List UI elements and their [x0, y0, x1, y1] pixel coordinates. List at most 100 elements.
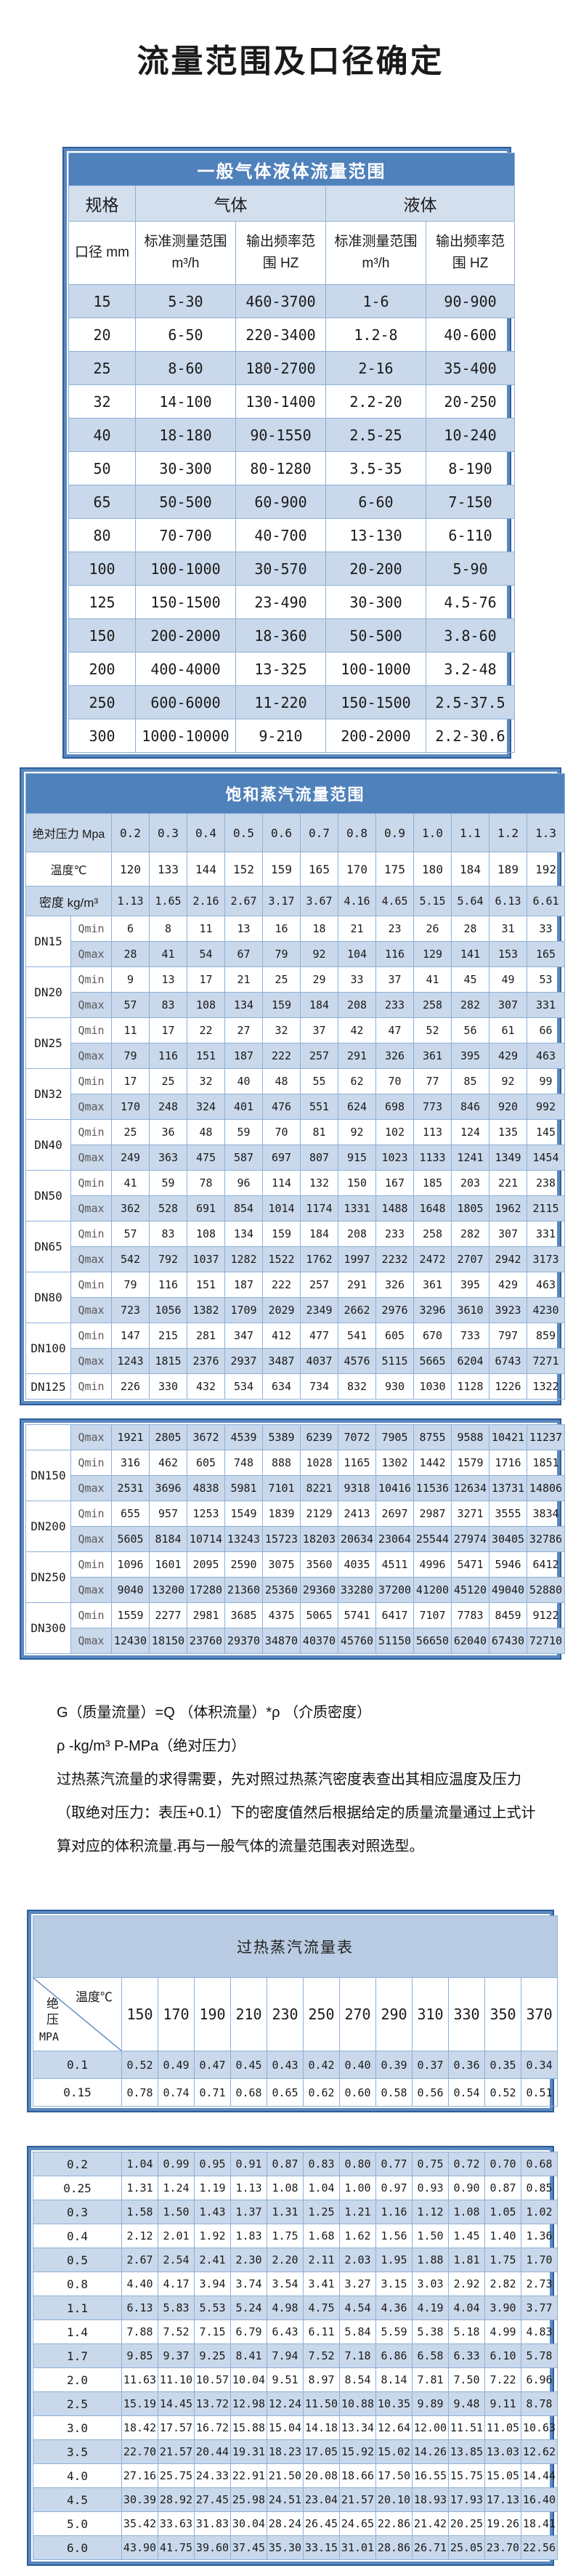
density-value-cell: 2.73: [521, 2272, 558, 2296]
density-value-cell: 12.64: [375, 2415, 413, 2440]
qmin-value: 33: [338, 966, 376, 993]
superheated-row: 5.0 35.42 33.63 31.83 30.04 28.24 26.45 24.65 22…: [33, 2511, 558, 2536]
qmax-value: 1962: [489, 1195, 527, 1222]
density-value-cell: 0.90: [448, 2176, 485, 2200]
superheated-steam-grid-1: 过热蒸汽流量表 温度℃ 绝压 MPA 150 170 190 210 230 250 270…: [32, 1915, 558, 2107]
qmax-value: 326: [375, 1043, 414, 1069]
pressure-row-value: 0.3: [149, 813, 187, 852]
qmax-value: 159: [262, 992, 301, 1018]
qmin-value: 347: [224, 1323, 263, 1349]
density-value-cell: 13.85: [448, 2439, 485, 2464]
density-value-cell: 3.41: [303, 2272, 340, 2296]
qmin-value: 37: [375, 966, 414, 993]
steam-qmin-row: DN100 Qmin 147 215 281 347 412 477 541 605 670 733 7…: [25, 1323, 566, 1374]
gas-frequency-header: 输出频率范 围 HZ: [235, 221, 326, 285]
qmin-value: 81: [300, 1119, 338, 1145]
steam-qmax-row: Qmax 9040 13200 17280 21360 25360 29360 33280 37…: [26, 1577, 565, 1603]
qmin-value: 957: [149, 1501, 187, 1527]
qmax-value: 13200: [149, 1577, 187, 1603]
qmin-value: 29: [300, 966, 338, 993]
qmin-value: 25: [111, 1119, 150, 1145]
liquid-frequency-label-line2: 围 HZ: [452, 256, 489, 271]
qmin-value: 2277: [149, 1602, 187, 1628]
density-value-cell: 1.21: [339, 2200, 376, 2224]
gas-range-cell: 6-50: [135, 318, 236, 352]
qmax-value: 170: [111, 1094, 150, 1120]
density-row-value: 2.16: [187, 886, 225, 916]
qmax-value: 5981: [224, 1475, 263, 1501]
density-value-cell: 1.36: [521, 2224, 558, 2248]
density-value-cell: 1.95: [375, 2248, 413, 2272]
qmax-value: 104: [338, 941, 376, 967]
density-value-cell: 3.03: [412, 2272, 449, 2296]
qmax-value: 792: [149, 1246, 187, 1272]
steam-qmax-row: Qmax 79 116 151 187 222 257 291 326 361 395 429 463: [26, 1043, 566, 1069]
qmin-value: 655: [111, 1501, 150, 1527]
qmax-label: Qmax: [70, 1628, 112, 1654]
gas-range-cell: 400-4000: [135, 652, 236, 686]
steam-qmax-row: Qmax 5605 8184 10714 13243 15723 18203 20634 230…: [26, 1526, 565, 1552]
density-value-cell: 11.63: [121, 2367, 158, 2392]
qmax-value: 2115: [526, 1195, 566, 1222]
superheated-table-title: 过热蒸汽流量表: [32, 1915, 558, 1978]
qmin-value: 48: [187, 1119, 225, 1145]
qmax-value: 258: [413, 992, 452, 1018]
density-value-cell: 10.57: [194, 2367, 231, 2392]
density-value-cell: 9.51: [267, 2367, 304, 2392]
density-value-cell: 0.77: [375, 2152, 413, 2176]
qmin-value: 282: [451, 1221, 489, 1247]
qmin-value: 40: [224, 1068, 263, 1094]
qmin-value: 670: [413, 1323, 452, 1349]
qmin-value: 2981: [187, 1602, 225, 1628]
qmax-value: 257: [300, 1043, 338, 1069]
density-value-cell: 3.77: [521, 2296, 558, 2320]
density-value-cell: 1.45: [448, 2224, 485, 2248]
general-flow-row: 250 600-6000 11-220 150-1500 2.5-37.5: [68, 685, 516, 719]
density-value-cell: 1.04: [121, 2152, 158, 2176]
liquid-frequency-cell: 35-400: [425, 351, 516, 385]
density-value-cell: 9.37: [158, 2343, 195, 2368]
density-value-cell: 37.45: [230, 2535, 267, 2560]
density-value-cell: 13.34: [339, 2415, 376, 2440]
qmax-value: 2976: [375, 1297, 414, 1323]
qmax-value: 141: [451, 941, 489, 967]
qmax-value: 915: [338, 1144, 376, 1171]
qmin-value: 4511: [375, 1551, 414, 1578]
qmax-value: 11536: [413, 1475, 452, 1501]
saturated-steam-table-block1: 饱和蒸汽流量范围 绝对压力 Mpa 0.2 0.3 0.4 0.5 0.6 0.7 0.8 0.…: [20, 767, 566, 1405]
density-value-cell: 1.68: [303, 2224, 340, 2248]
density-value-cell: 25.98: [230, 2487, 267, 2512]
density-value-cell: 20.08: [303, 2463, 340, 2488]
density-value-cell: 0.99: [158, 2152, 195, 2176]
spec-header: 规格: [68, 185, 136, 222]
qmax-value: 8755: [413, 1424, 452, 1450]
qmax-value: 9318: [338, 1475, 376, 1501]
density-value-cell: 13.03: [484, 2439, 521, 2464]
density-value-cell: 0.36: [448, 2051, 485, 2079]
steam-qmin-row: DN15 Qmin 6 8 11 13 16 18 21 23 26 28 31 33: [25, 916, 566, 967]
diameter-cell: 20: [68, 318, 136, 352]
gas-frequency-cell: 80-1280: [235, 451, 326, 485]
qmin-value: 159: [262, 1221, 301, 1247]
temperature-row-value: 165: [300, 852, 338, 887]
density-value-cell: 14.44: [521, 2463, 558, 2488]
qmin-value: 1442: [413, 1450, 452, 1476]
gas-range-cell: 50-500: [135, 485, 236, 519]
qmax-value: 361: [413, 1043, 452, 1069]
density-value-cell: 2.92: [448, 2272, 485, 2296]
qmin-value: 221: [489, 1170, 527, 1196]
qmin-value: 257: [300, 1272, 338, 1298]
qmin-value: 18: [300, 916, 338, 942]
qmax-value: 1174: [300, 1195, 338, 1222]
density-value-cell: 28.92: [158, 2487, 195, 2512]
density-value-cell: 7.22: [484, 2367, 521, 2392]
density-value-cell: 6.58: [412, 2343, 449, 2368]
qmin-value: 1226: [489, 1373, 527, 1400]
density-value-cell: 11.10: [158, 2367, 195, 2392]
qmax-value: 282: [451, 992, 489, 1018]
density-value-cell: 2.11: [303, 2248, 340, 2272]
density-value-cell: 5.83: [158, 2296, 195, 2320]
liquid-frequency-cell: 4.5-76: [425, 585, 516, 619]
density-value-cell: 1.70: [521, 2248, 558, 2272]
qmax-value: 10714: [187, 1526, 225, 1552]
